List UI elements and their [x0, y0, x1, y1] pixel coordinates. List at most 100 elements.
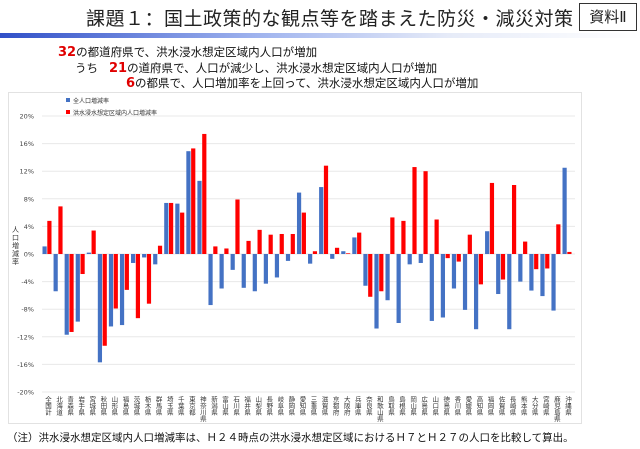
bar-flood-zone: [312, 251, 318, 254]
bar-total: [164, 202, 169, 254]
x-tick-label: 青森県: [65, 396, 74, 416]
x-tick-label: 東京都: [187, 396, 196, 416]
bar-flood-zone: [323, 165, 329, 254]
x-tick-label: 長野県: [264, 396, 273, 416]
x-tick-label: 岩手県: [76, 396, 85, 416]
legend-label: 洪水浸水想定区域内人口増減率: [73, 109, 157, 117]
bar-flood-zone: [180, 212, 185, 254]
bar-flood-zone: [69, 254, 74, 332]
bar-total: [252, 254, 257, 292]
bar-total: [407, 254, 412, 265]
bar-flood-zone: [556, 224, 561, 254]
bar-flood-zone: [534, 254, 539, 270]
bar-flood-zone: [401, 220, 406, 254]
bar-total: [208, 254, 213, 306]
bar-flood-zone: [368, 254, 373, 297]
bar-flood-zone: [489, 182, 495, 254]
bar-total: [429, 254, 434, 321]
legend-label: 全人口増減率: [73, 97, 109, 105]
bar-total: [263, 254, 268, 284]
bar-flood-zone: [80, 254, 85, 275]
x-tick-label: 和歌山県: [375, 396, 384, 422]
bar-flood-zone: [224, 248, 229, 254]
bar-flood-zone: [545, 254, 550, 269]
x-tick-label: 福島県: [120, 396, 129, 416]
x-tick-label: 宮崎県: [541, 396, 550, 416]
bar-flood-zone: [58, 206, 63, 254]
bar-total: [462, 254, 468, 310]
y-axis-label: 人口増減率: [12, 226, 19, 266]
bar-flood-zone: [390, 217, 395, 254]
x-tick-label: 長崎県: [508, 396, 517, 416]
x-tick-label: 福井県: [242, 396, 251, 416]
x-tick-label: 北海道: [54, 396, 63, 416]
bar-total: [64, 254, 69, 335]
bar-total: [75, 254, 80, 322]
bar-total: [53, 254, 58, 292]
bar-total: [296, 192, 302, 254]
x-tick-label: 香川県: [452, 396, 461, 416]
bar-total: [219, 254, 224, 289]
count-6: 6: [126, 76, 136, 91]
bar-flood-zone: [423, 171, 428, 254]
y-tick-label: 8%: [24, 195, 34, 203]
bar-flood-zone: [235, 199, 240, 254]
x-tick-label: 全国計: [43, 396, 52, 416]
bar-flood-zone: [257, 229, 262, 254]
title-underline: [0, 33, 640, 38]
bar-total: [385, 254, 390, 301]
count-21: 21: [108, 61, 128, 76]
bar-total: [363, 254, 368, 286]
bar-total: [86, 252, 91, 254]
x-tick-label: 埼玉県: [165, 396, 174, 416]
x-tick-label: 佐賀県: [497, 396, 506, 416]
bar-total: [473, 254, 479, 330]
x-tick-label: 高知県: [474, 396, 483, 416]
x-tick-label: 富山県: [220, 396, 229, 416]
x-tick-label: 大分県: [530, 396, 539, 416]
summary-text: の都県で、人口増加率を上回って、洪水浸水想定区域内人口が増加: [135, 76, 479, 90]
x-tick-label: 徳島県: [441, 396, 450, 416]
bar-flood-zone: [146, 254, 152, 304]
footnote: （注）洪水浸水想定区域内人口増減率は、Ｈ２４時点の洪水浸水想定区域におけるＨ７と…: [7, 432, 574, 444]
x-tick-label: 茨城県: [132, 396, 140, 416]
bar-total: [551, 254, 556, 311]
bar-flood-zone: [456, 254, 461, 262]
summary-line-2: うち 21の道府県で、人口が減少し、洪水浸水想定区域内人口が増加: [75, 60, 437, 76]
bar-total: [529, 254, 534, 291]
bar-total: [175, 203, 180, 254]
page-title: 課題１：国土政策的な観点等を踏まえた防災・減災対策: [86, 8, 574, 30]
x-tick-label: 奈良県: [364, 396, 373, 416]
bar-flood-zone: [169, 202, 174, 254]
y-tick-label: 20%: [20, 113, 34, 121]
x-tick-label: 滋賀県: [320, 396, 329, 416]
x-tick-label: 鳥取県: [386, 396, 395, 416]
x-tick-label: 沖縄県: [563, 396, 572, 416]
bar-total: [330, 254, 335, 259]
bar-total: [308, 254, 313, 264]
x-tick-label: 鹿児島県: [552, 396, 561, 422]
y-tick-label: -16%: [17, 361, 34, 369]
bar-flood-zone: [523, 241, 528, 254]
x-tick-label: 千葉県: [176, 396, 185, 416]
document-badge: 資料Ⅱ: [579, 3, 637, 31]
bar-total: [186, 151, 191, 254]
bar-total: [396, 254, 401, 323]
bar-total: [341, 251, 346, 254]
summary-line-1: 32の都道府県で、洪水浸水想定区域内人口が増加: [58, 44, 317, 60]
y-tick-label: -20%: [17, 389, 34, 397]
bar-flood-zone: [467, 234, 472, 254]
bar-flood-zone: [113, 254, 118, 309]
x-tick-label: 山形県: [109, 396, 118, 416]
y-tick-label: 16%: [20, 140, 34, 148]
legend-swatch: [66, 110, 70, 114]
bar-total: [562, 167, 567, 254]
bar-flood-zone: [500, 254, 506, 280]
bar-total: [540, 254, 545, 297]
legend-swatch: [66, 98, 70, 102]
y-tick-label: 4%: [24, 223, 34, 231]
bar-flood-zone: [357, 232, 362, 254]
bar-flood-zone: [102, 254, 107, 346]
